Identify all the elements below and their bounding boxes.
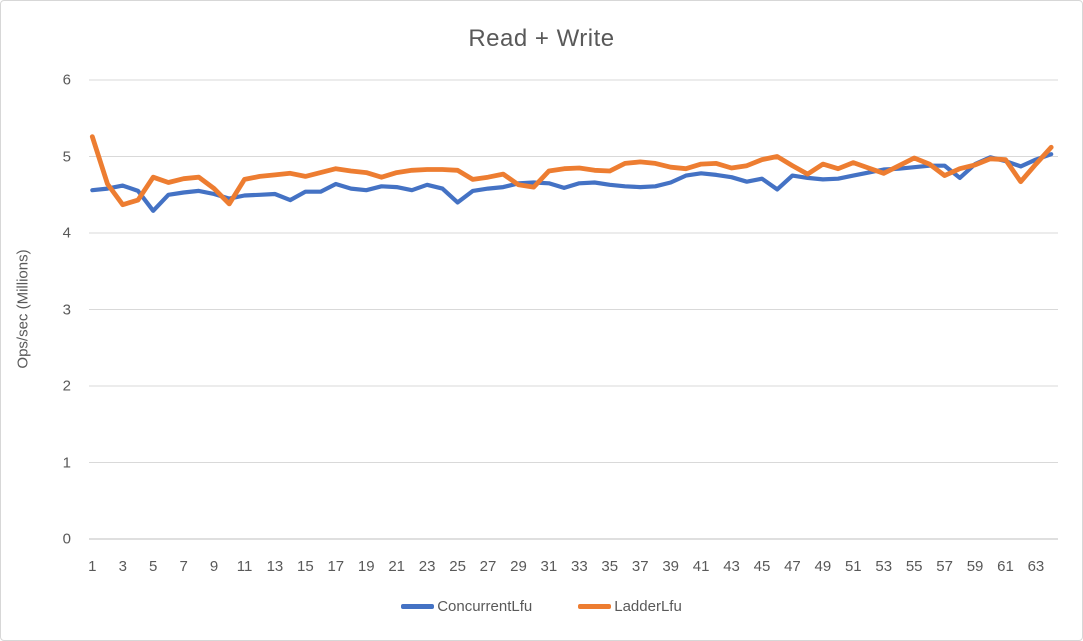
x-axis-tick-label: 41 <box>692 558 710 575</box>
legend-swatch-concurrentlfu <box>401 604 435 609</box>
x-axis-tick-label: 59 <box>966 558 984 575</box>
series-line-ladderlfu <box>89 134 1054 208</box>
y-axis-title: Ops/sec (Millions) <box>14 249 32 369</box>
x-axis-tick-label: 45 <box>753 558 771 575</box>
y-axis-tick-label: 2 <box>62 377 71 395</box>
x-axis-tick-label: 27 <box>479 558 497 575</box>
x-axis-tick-label: 21 <box>388 558 406 575</box>
x-axis-tick-label: 9 <box>209 558 219 575</box>
gridlines <box>89 79 1058 540</box>
series-lines <box>89 134 1054 213</box>
x-axis-tick-label: 31 <box>540 558 558 575</box>
x-axis-tick-label: 23 <box>418 558 436 575</box>
legend-label-ladderlfu: LadderLfu <box>614 598 682 615</box>
x-axis-tick-label: 29 <box>510 558 527 575</box>
x-axis-tick-label: 37 <box>631 558 649 575</box>
x-axis-tick-label: 61 <box>997 558 1014 575</box>
x-axis-tick-label: 35 <box>601 558 619 575</box>
y-axis-tick-label: 5 <box>62 148 71 165</box>
x-axis-tick-label: 33 <box>570 558 588 575</box>
y-axis-tick-label: 1 <box>62 454 71 471</box>
x-axis-tick-label: 11 <box>236 558 253 575</box>
legend: ConcurrentLfu LadderLfu <box>1 598 1082 615</box>
legend-swatch-ladderlfu <box>578 604 612 609</box>
x-axis-tick-label: 39 <box>662 558 679 575</box>
x-axis-tick-label: 51 <box>844 558 862 575</box>
x-axis-tick-label: 49 <box>814 558 832 575</box>
x-axis-tick-label: 57 <box>936 558 953 575</box>
x-axis-tick-label: 43 <box>723 558 740 575</box>
x-axis-tick-label: 63 <box>1027 558 1045 575</box>
y-axis-tick-label: 6 <box>62 71 71 89</box>
legend-item-concurrentlfu: ConcurrentLfu <box>401 598 532 615</box>
x-axis-tick-label: 19 <box>357 558 375 575</box>
x-axis-tick-label: 17 <box>327 558 345 575</box>
legend-label-concurrentlfu: ConcurrentLfu <box>437 598 533 615</box>
y-axis-tick-label: 3 <box>62 301 71 318</box>
x-axis-tick-label: 1 <box>88 558 97 575</box>
chart-title: Read + Write <box>468 25 615 52</box>
x-axis-tick-label: 25 <box>449 558 466 575</box>
x-axis-tick-label: 7 <box>179 558 188 575</box>
x-axis-tick-label: 55 <box>905 558 923 575</box>
x-axis-tick-label: 53 <box>875 558 893 575</box>
x-axis-tick-label: 15 <box>297 558 314 575</box>
x-axis-tick-label: 3 <box>118 558 127 575</box>
x-axis-tick-label: 13 <box>266 558 284 575</box>
x-axis-tick-label: 47 <box>784 558 801 575</box>
x-axis-tick-label: 5 <box>149 558 158 575</box>
y-axis-tick-label: 4 <box>62 224 71 242</box>
y-axis-tick-label: 0 <box>62 530 71 548</box>
legend-item-ladderlfu: LadderLfu <box>578 598 682 615</box>
